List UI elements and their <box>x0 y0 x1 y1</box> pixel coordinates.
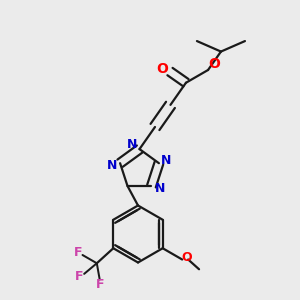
Text: F: F <box>74 245 82 259</box>
Text: O: O <box>208 57 220 71</box>
Text: N: N <box>106 159 117 172</box>
Text: F: F <box>96 278 105 291</box>
Text: N: N <box>161 154 172 167</box>
Text: O: O <box>157 61 168 76</box>
Text: N: N <box>127 138 137 151</box>
Text: O: O <box>182 250 192 264</box>
Text: N: N <box>155 182 165 195</box>
Text: F: F <box>74 270 83 284</box>
